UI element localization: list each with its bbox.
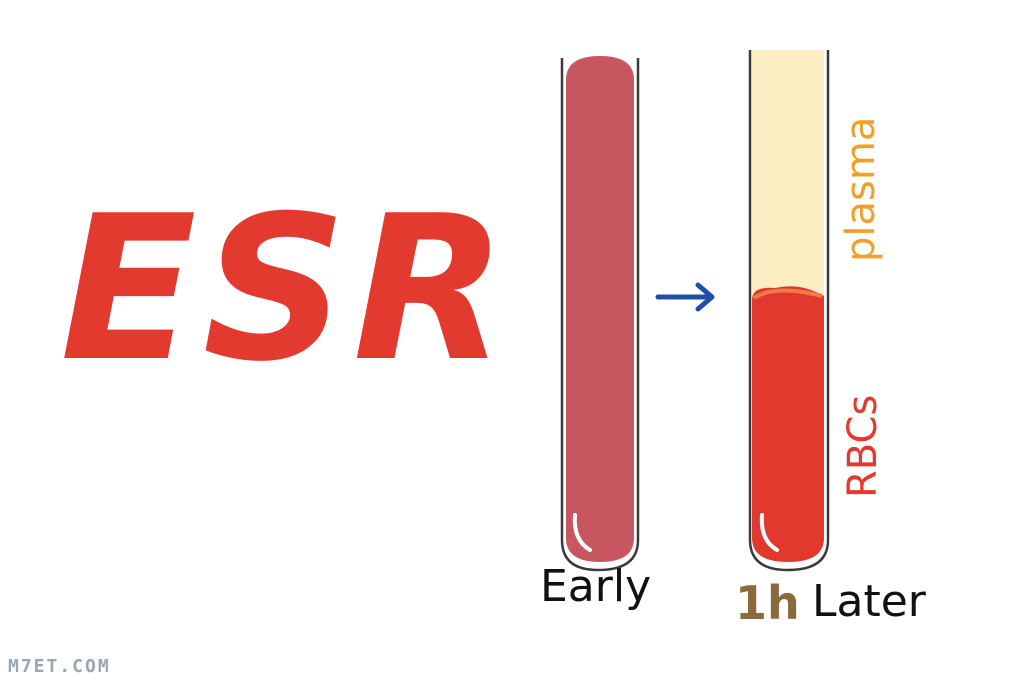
tube-highlight — [759, 513, 779, 552]
early-tube — [560, 56, 640, 572]
arrow-right-icon — [655, 282, 715, 312]
diagram-title: ESR — [60, 173, 513, 406]
plasma-layer — [752, 50, 824, 300]
watermark: M7ET.COM — [8, 656, 111, 677]
later-label: Later — [812, 576, 926, 627]
whole-blood-fill — [566, 56, 634, 562]
boundary-blush — [752, 288, 823, 300]
rbcs-label: RBCs — [840, 394, 886, 498]
time-label: 1h — [735, 576, 800, 630]
early-label: Early — [540, 561, 652, 612]
later-tube — [748, 50, 830, 572]
tube-highlight — [572, 513, 592, 552]
plasma-label: plasma — [838, 116, 884, 262]
rbc-layer — [752, 286, 824, 562]
